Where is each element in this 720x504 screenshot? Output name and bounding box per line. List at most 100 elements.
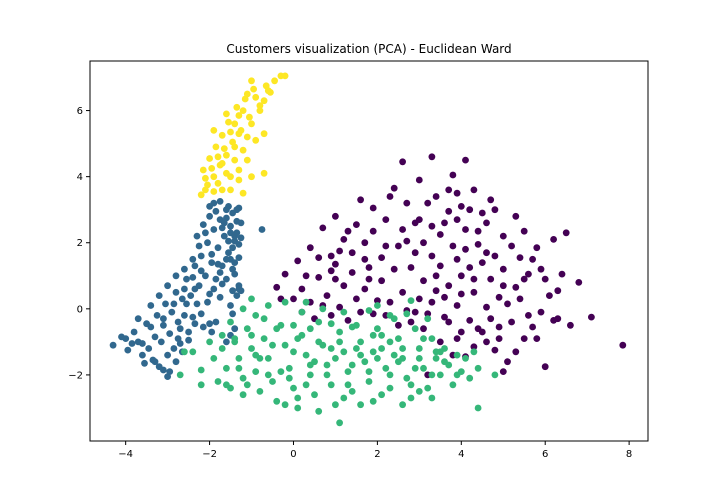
data-point-cluster-3 bbox=[248, 173, 255, 181]
data-point-cluster-0 bbox=[302, 272, 310, 280]
data-point-cluster-1 bbox=[153, 312, 161, 319]
data-point-cluster-1 bbox=[216, 198, 224, 205]
data-point-cluster-2 bbox=[223, 381, 230, 389]
data-point-cluster-0 bbox=[546, 292, 553, 299]
data-point-cluster-2 bbox=[269, 341, 276, 349]
data-point-cluster-1 bbox=[139, 351, 146, 359]
data-point-cluster-2 bbox=[411, 325, 419, 333]
data-point-cluster-1 bbox=[208, 328, 216, 336]
data-point-cluster-3 bbox=[248, 120, 255, 128]
data-point-cluster-3 bbox=[256, 102, 264, 109]
data-point-cluster-0 bbox=[541, 363, 549, 371]
data-point-cluster-3 bbox=[231, 156, 239, 164]
data-point-cluster-0 bbox=[374, 297, 381, 304]
data-point-cluster-1 bbox=[223, 275, 230, 283]
data-point-cluster-2 bbox=[436, 371, 444, 379]
data-point-cluster-3 bbox=[210, 188, 218, 195]
data-point-cluster-1 bbox=[170, 345, 178, 352]
data-point-cluster-3 bbox=[206, 155, 214, 162]
data-point-cluster-1 bbox=[170, 300, 178, 308]
data-point-cluster-2 bbox=[197, 366, 205, 374]
data-point-cluster-1 bbox=[202, 272, 209, 280]
data-point-cluster-2 bbox=[378, 391, 385, 399]
data-point-cluster-0 bbox=[550, 236, 557, 243]
data-point-cluster-0 bbox=[462, 226, 469, 233]
data-point-cluster-2 bbox=[403, 310, 411, 318]
data-point-cluster-2 bbox=[264, 371, 272, 379]
data-point-cluster-0 bbox=[403, 237, 411, 245]
data-point-cluster-2 bbox=[239, 391, 247, 399]
data-point-cluster-2 bbox=[298, 308, 306, 316]
data-point-cluster-2 bbox=[344, 368, 352, 375]
data-point-cluster-1 bbox=[229, 310, 237, 318]
data-point-cluster-0 bbox=[445, 282, 453, 290]
plot-frame bbox=[89, 60, 649, 442]
data-point-cluster-0 bbox=[348, 269, 356, 276]
data-point-cluster-1 bbox=[122, 335, 130, 342]
data-point-cluster-2 bbox=[235, 364, 243, 372]
data-point-cluster-2 bbox=[327, 381, 335, 389]
data-point-cluster-3 bbox=[210, 126, 218, 134]
data-point-cluster-1 bbox=[220, 219, 228, 227]
data-point-cluster-0 bbox=[420, 239, 427, 247]
data-point-cluster-0 bbox=[462, 156, 469, 164]
data-point-cluster-0 bbox=[281, 270, 289, 278]
data-point-cluster-1 bbox=[189, 274, 197, 281]
data-point-cluster-1 bbox=[176, 325, 184, 333]
data-point-cluster-2 bbox=[277, 368, 285, 375]
data-point-cluster-0 bbox=[495, 335, 503, 342]
data-point-cluster-3 bbox=[218, 131, 226, 139]
data-point-cluster-0 bbox=[520, 335, 528, 342]
data-point-cluster-2 bbox=[235, 355, 243, 362]
data-point-cluster-0 bbox=[415, 176, 423, 184]
data-point-cluster-2 bbox=[281, 401, 289, 409]
data-point-cluster-0 bbox=[361, 239, 369, 247]
data-point-cluster-1 bbox=[174, 335, 182, 342]
data-point-cluster-3 bbox=[248, 77, 255, 85]
data-point-cluster-1 bbox=[214, 244, 222, 252]
data-point-cluster-1 bbox=[181, 312, 188, 319]
data-point-cluster-3 bbox=[252, 93, 260, 101]
data-point-cluster-0 bbox=[495, 323, 503, 331]
data-point-cluster-1 bbox=[160, 366, 167, 374]
data-point-cluster-0 bbox=[453, 216, 461, 224]
data-point-cluster-1 bbox=[235, 285, 243, 293]
data-point-cluster-1 bbox=[172, 358, 180, 366]
data-point-cluster-0 bbox=[537, 265, 545, 273]
data-point-cluster-0 bbox=[558, 270, 566, 278]
data-point-cluster-0 bbox=[432, 287, 440, 295]
data-point-cluster-2 bbox=[390, 351, 398, 359]
data-point-cluster-1 bbox=[212, 318, 220, 326]
data-point-cluster-1 bbox=[218, 280, 226, 288]
data-point-cluster-0 bbox=[436, 262, 444, 270]
data-point-cluster-0 bbox=[315, 274, 323, 281]
data-point-cluster-2 bbox=[386, 338, 394, 346]
data-point-cluster-2 bbox=[281, 298, 289, 306]
data-point-cluster-0 bbox=[369, 204, 377, 212]
data-point-cluster-0 bbox=[453, 335, 461, 342]
data-point-cluster-2 bbox=[415, 345, 423, 352]
data-point-cluster-2 bbox=[239, 374, 247, 382]
data-point-cluster-3 bbox=[233, 103, 241, 111]
x-tick-label: 0 bbox=[290, 449, 296, 460]
data-point-cluster-2 bbox=[395, 358, 402, 366]
data-point-cluster-1 bbox=[147, 323, 155, 331]
data-point-cluster-1 bbox=[206, 320, 214, 328]
data-point-cluster-2 bbox=[369, 348, 377, 356]
data-point-cluster-1 bbox=[189, 255, 197, 263]
y-tick-label: 0 bbox=[77, 304, 83, 315]
data-point-cluster-3 bbox=[227, 173, 234, 181]
data-point-cluster-0 bbox=[499, 368, 507, 375]
data-point-cluster-2 bbox=[449, 381, 457, 389]
data-point-cluster-1 bbox=[193, 300, 201, 308]
data-point-cluster-2 bbox=[332, 401, 339, 409]
data-point-cluster-0 bbox=[470, 343, 478, 351]
data-point-cluster-0 bbox=[470, 275, 478, 283]
data-point-cluster-0 bbox=[436, 231, 444, 238]
data-point-cluster-0 bbox=[483, 219, 490, 227]
data-point-cluster-1 bbox=[130, 328, 138, 336]
data-point-cluster-0 bbox=[365, 275, 373, 283]
data-point-cluster-2 bbox=[285, 364, 293, 372]
data-point-cluster-2 bbox=[441, 358, 448, 366]
data-point-cluster-2 bbox=[294, 335, 302, 342]
